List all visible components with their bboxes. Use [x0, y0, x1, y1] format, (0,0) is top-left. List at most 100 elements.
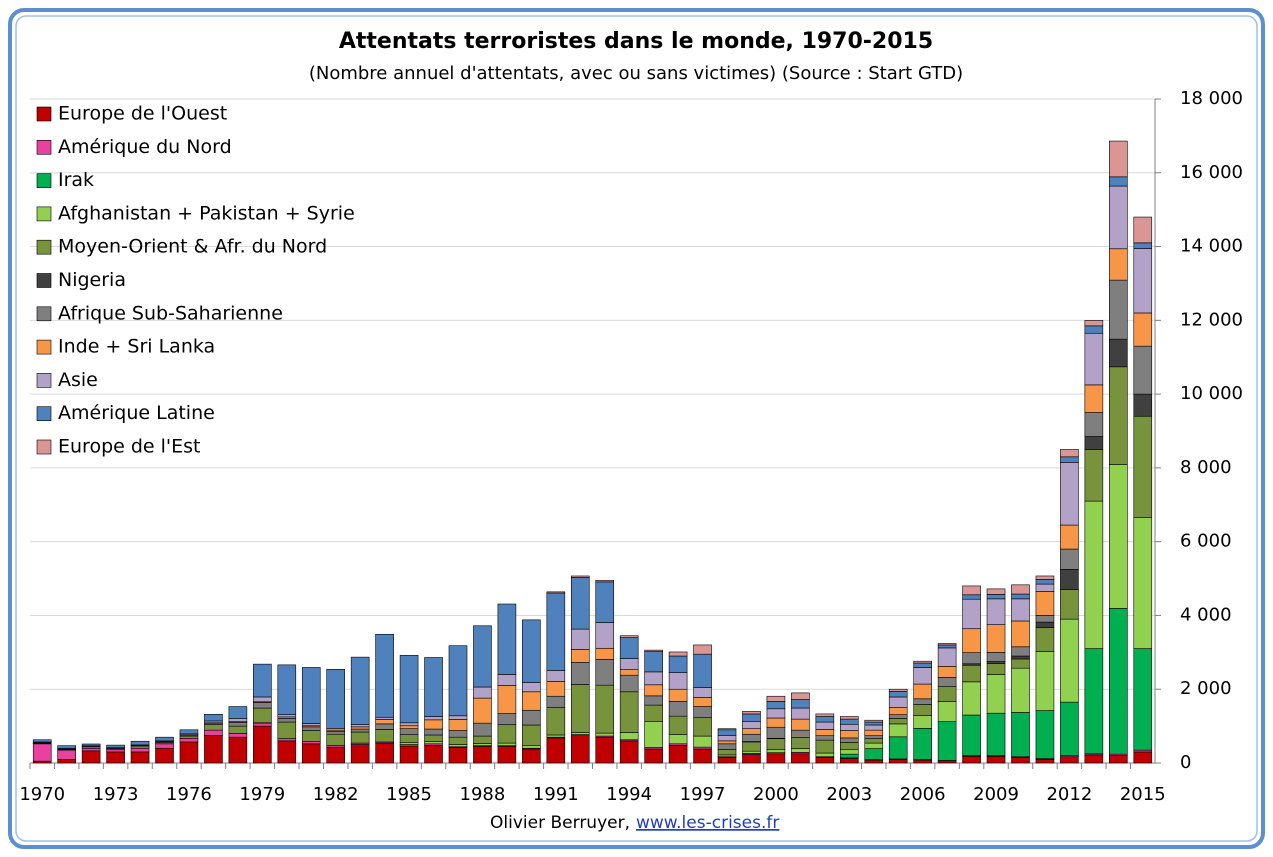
bar-segment — [1011, 598, 1030, 622]
credit-link[interactable]: www.les-crises.fr — [636, 813, 779, 833]
bar-segment — [350, 744, 370, 764]
bar-segment — [1035, 615, 1055, 623]
legend-swatch — [36, 306, 52, 322]
bar-segment — [473, 743, 492, 746]
bar-segment — [277, 664, 297, 715]
bar-segment — [619, 658, 639, 670]
x-tick-label: 1976 — [166, 784, 212, 805]
bar-segment — [1109, 279, 1128, 340]
bar-segment — [130, 745, 150, 749]
bar-segment — [913, 704, 932, 716]
bar-segment — [962, 681, 981, 716]
bar-segment — [864, 748, 884, 760]
bar-segment — [57, 759, 76, 764]
bar-segment — [815, 735, 835, 741]
bar-segment — [1011, 712, 1030, 758]
bar-segment — [228, 722, 248, 727]
bar-segment — [693, 653, 712, 688]
bar-segment — [1109, 185, 1128, 250]
legend-label: Nigeria — [58, 269, 126, 291]
bar-segment — [864, 742, 884, 749]
bar-segment — [350, 656, 370, 725]
bar-segment — [791, 718, 810, 731]
bar-segment — [888, 736, 908, 760]
legend-swatch — [36, 239, 52, 255]
legend-label: Irak — [58, 169, 94, 191]
bar-segment — [742, 721, 761, 729]
bar-segment — [301, 667, 321, 724]
y-tick-label: 4 000 — [1180, 604, 1232, 625]
bar-segment — [1035, 578, 1055, 585]
bar-segment — [155, 743, 174, 749]
bar-segment — [473, 625, 492, 688]
bar-segment — [742, 711, 761, 715]
legend-swatch — [36, 439, 52, 455]
legend-label: Amérique du Nord — [58, 136, 232, 158]
bar-segment — [522, 709, 541, 726]
bar-segment — [301, 743, 321, 764]
bar-segment — [644, 695, 663, 706]
bar-segment — [546, 734, 566, 738]
bar-segment — [204, 729, 223, 736]
bar-segment — [595, 580, 615, 583]
bar-segment — [986, 598, 1006, 625]
bar-segment — [1109, 755, 1128, 764]
bar-segment — [253, 725, 272, 764]
legend-swatch — [36, 339, 52, 355]
bar-segment — [448, 744, 468, 748]
bar-segment — [228, 736, 248, 764]
legend-label: Asie — [58, 369, 98, 391]
bar-segment — [864, 735, 884, 739]
bar-segment — [839, 718, 859, 725]
bar-segment — [913, 728, 932, 760]
bar-segment — [424, 728, 443, 736]
bar-segment — [644, 651, 663, 673]
bar-segment — [1060, 449, 1079, 458]
bar-segment — [644, 704, 663, 722]
bar-segment — [791, 737, 810, 749]
legend-swatch — [36, 173, 52, 188]
bar-segment — [962, 652, 981, 665]
bar-segment — [1084, 412, 1104, 437]
bar-segment — [962, 664, 981, 683]
bar-segment — [399, 745, 419, 764]
bar-segment — [424, 741, 443, 745]
bar-segment — [81, 747, 101, 752]
bar-segment — [375, 719, 394, 725]
bar-segment — [1035, 621, 1055, 628]
bar-segment — [448, 719, 468, 731]
bar-segment — [179, 729, 199, 735]
bar-segment — [962, 598, 981, 630]
bar-segment — [1084, 320, 1104, 327]
bar-segment — [864, 759, 884, 764]
bar-segment — [1035, 710, 1055, 759]
bar-segment — [815, 713, 835, 717]
bar-segment — [546, 706, 566, 736]
legend-swatch — [36, 206, 52, 222]
bar-segment — [106, 749, 125, 753]
bar-segment — [106, 751, 125, 764]
legend-label: Afrique Sub-Saharienne — [58, 302, 283, 324]
bar-segment — [326, 733, 346, 746]
bar-segment — [228, 725, 248, 734]
bar-segment — [693, 706, 712, 718]
bar-segment — [619, 691, 639, 733]
bar-segment — [693, 644, 712, 655]
bar-segment — [668, 715, 688, 735]
y-tick-label: 12 000 — [1180, 309, 1243, 330]
credit: Olivier Berruyer, — [490, 813, 630, 833]
bar-segment — [424, 734, 443, 742]
bar-segment — [301, 723, 321, 727]
bar-segment — [913, 715, 932, 729]
bar-segment — [570, 575, 590, 578]
legend-label: Amérique Latine — [58, 402, 215, 424]
bar-segment — [1060, 524, 1079, 550]
bar-segment — [693, 687, 712, 698]
bar-segment — [204, 724, 223, 731]
bar-segment — [1084, 648, 1104, 755]
bar-segment — [522, 724, 541, 746]
bar-segment — [546, 737, 566, 764]
bar-segment — [986, 624, 1006, 653]
bar-segment — [595, 622, 615, 649]
bar-segment — [448, 645, 468, 717]
